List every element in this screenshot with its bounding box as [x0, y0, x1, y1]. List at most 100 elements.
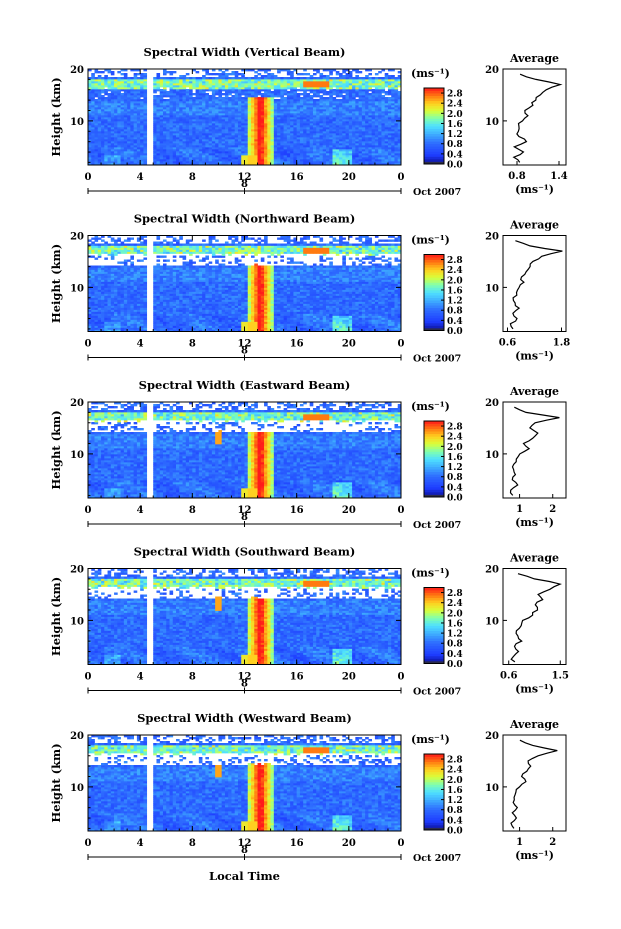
x-tick-label: 20 [342, 505, 356, 516]
colorbar-segment [424, 595, 444, 599]
x-tick-label: 4 [137, 505, 144, 516]
colorbar-segment [424, 257, 444, 260]
colorbar-segment [424, 451, 444, 455]
colorbar-segment [424, 254, 444, 258]
panel-title: Spectral Width (Vertical Beam) [144, 45, 346, 59]
colorbar-segment [424, 587, 444, 591]
colorbar-frame [423, 254, 445, 331]
colorbar-tick-label: 0.0 [447, 660, 463, 670]
colorbar-segment [424, 494, 444, 498]
heatmap-cells [88, 402, 402, 499]
colorbar-segment [424, 315, 444, 319]
average-frame [502, 68, 567, 166]
colorbar-tick-label: 1.6 [447, 453, 463, 463]
colorbar-segment [424, 110, 444, 114]
colorbar-segment [424, 269, 444, 273]
colorbar-segment [424, 428, 444, 432]
colorbar-segment [424, 804, 444, 808]
average-frame [502, 401, 567, 499]
x-tick-label: 4 [137, 838, 144, 849]
colorbar-frame [423, 587, 445, 664]
y-axis-label: Height (km) [49, 77, 63, 156]
colorbar-segment [424, 771, 444, 775]
colorbar-segment [424, 297, 444, 301]
x-tick-label: 16 [290, 339, 304, 350]
y-axis-label: Height (km) [49, 244, 63, 323]
colorbar-segment [424, 88, 444, 91]
x-tick-label: 8 [189, 339, 196, 350]
colorbar-tick-label: 1.2 [447, 630, 463, 640]
colorbar-segment [424, 272, 444, 276]
colorbar-tick-label: 0.4 [447, 150, 463, 160]
colorbar-segment [424, 756, 444, 760]
colorbar-unit: (ms⁻¹) [411, 67, 450, 80]
colorbar-unit: (ms⁻¹) [411, 733, 450, 746]
average-x-tick-label: 1.5 [552, 671, 569, 682]
x-tick-label: 0 [398, 838, 405, 849]
colorbar-segment [424, 628, 444, 631]
colorbar-segment [424, 120, 444, 124]
colorbar-frame [423, 420, 445, 498]
colorbar-segment [424, 320, 444, 324]
y-tick-label: 10 [70, 283, 84, 294]
average-x-tick-label: 0.6 [500, 671, 517, 682]
colorbar-tick-label: 2.8 [447, 423, 463, 433]
date-label: Oct 2007 [413, 853, 461, 864]
colorbar-segment [424, 264, 444, 268]
x-tick-label: 0 [85, 339, 92, 350]
average-y-tick-label: 10 [485, 783, 499, 794]
y-tick-label: 10 [70, 117, 84, 128]
colorbar-segment [424, 809, 444, 813]
colorbar-segment [424, 766, 444, 770]
colorbar-segment [424, 650, 444, 654]
day-label: 8 [241, 179, 248, 190]
colorbar-segment [424, 126, 444, 129]
day-label: 8 [241, 679, 248, 690]
colorbar-segment [424, 446, 444, 450]
colorbar-segment [424, 300, 444, 304]
colorbar-segment [424, 292, 444, 296]
average-frame [502, 568, 567, 665]
y-tick-label: 20 [70, 731, 84, 742]
x-tick-label: 20 [342, 172, 356, 183]
y-tick-label: 20 [70, 398, 84, 409]
colorbar-segment [424, 802, 444, 806]
x-tick-label: 12 [238, 339, 252, 350]
x-tick-label: 12 [238, 172, 252, 183]
colorbar-tick-label: 1.2 [447, 130, 463, 140]
colorbar-segment [424, 443, 444, 447]
colorbar-segment [424, 635, 444, 639]
colorbar-segment [424, 108, 444, 112]
colorbar-segment [424, 789, 444, 793]
colorbar-segment [424, 464, 444, 467]
panel-4: Spectral Width (Southward Beam)0 4 8 12 16 20… [49, 545, 569, 698]
colorbar-segment [424, 759, 444, 762]
colorbar-tick-label: 0.0 [447, 327, 463, 337]
colorbar-segment [424, 489, 444, 493]
colorbar-segment [424, 274, 444, 278]
average-profile: Average 0.6 1.8 10 20 (ms⁻¹) [485, 219, 570, 363]
average-profile: Average 1 2 10 20 (ms⁻¹) [485, 718, 567, 862]
colorbar-segment [424, 471, 444, 475]
x-tick-label: 0 [85, 672, 92, 683]
y-axis-label: Height (km) [49, 410, 63, 489]
colorbar-tick-label: 2.0 [447, 609, 463, 619]
colorbar-segment [424, 317, 444, 321]
average-title: Average [509, 718, 559, 731]
colorbar-segment [424, 774, 444, 778]
colorbar-segment [424, 322, 444, 326]
colorbar-segment [424, 653, 444, 657]
colorbar-segment [424, 284, 444, 288]
colorbar-segment [424, 781, 444, 785]
colorbar-tick-label: 2.0 [447, 110, 463, 120]
colorbar-segment [424, 90, 444, 94]
colorbar-segment [424, 819, 444, 823]
colorbar-segment [424, 153, 444, 157]
colorbar-segment [424, 610, 444, 614]
colorbar-tick-label: 2.4 [447, 433, 463, 443]
colorbar-segment [424, 426, 444, 429]
average-x-tick-label: 1 [516, 504, 523, 515]
panel-2: Spectral Width (Northward Beam)0 4 8 12 16 20… [49, 212, 570, 365]
colorbar-segment [424, 645, 444, 649]
average-x-label: (ms⁻¹) [515, 183, 554, 196]
